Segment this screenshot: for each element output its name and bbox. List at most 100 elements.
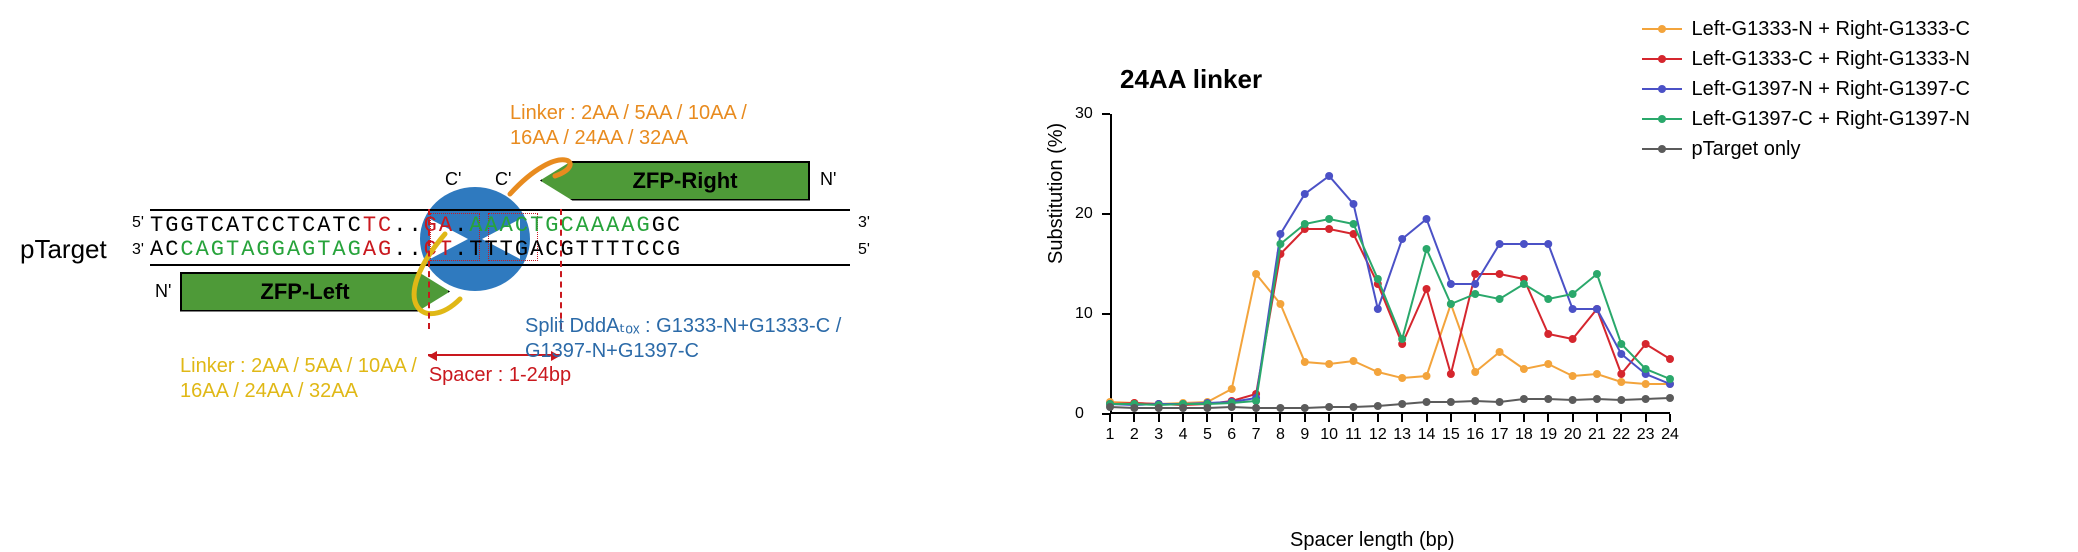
zfp-right-label: ZFP-Right [632, 168, 737, 194]
x-tick-label: 7 [1252, 426, 1261, 444]
series-marker [1349, 403, 1357, 411]
series-marker [1593, 370, 1601, 378]
legend-item: Left-G1397-N + Right-G1397-C [1642, 74, 1970, 104]
y-tick-label: 30 [1075, 105, 1093, 123]
x-tick-label: 5 [1203, 426, 1212, 444]
series-marker [1471, 368, 1479, 376]
series-marker [1301, 358, 1309, 366]
series-marker [1228, 403, 1236, 411]
schematic-diagram: pTarget 5' 3' 3' 5' TGGTCATCCTCATCTC..GA… [30, 59, 890, 459]
series-marker [1179, 404, 1187, 412]
x-tick-label: 12 [1369, 426, 1387, 444]
series-marker [1569, 396, 1577, 404]
seq-top: TGGTCATCCTCATCTC..GA.AAACTGCAAAAGGC [150, 214, 682, 238]
series-marker [1349, 220, 1357, 228]
x-tick-label: 19 [1539, 426, 1557, 444]
n-prime-left: N' [155, 281, 171, 302]
series-marker [1374, 305, 1382, 313]
y-tick-label: 10 [1075, 305, 1093, 323]
y-axis-label: Substitution (%) [1045, 122, 1068, 263]
legend-label: pTarget only [1692, 134, 1801, 164]
spacer-dash-right [560, 209, 562, 329]
series-marker [1569, 372, 1577, 380]
series-marker [1520, 240, 1528, 248]
c-prime-b: C' [495, 169, 511, 190]
series-marker [1447, 300, 1455, 308]
series-marker [1666, 394, 1674, 402]
series-marker [1252, 404, 1260, 412]
series-marker [1447, 280, 1455, 288]
x-tick-label: 6 [1227, 426, 1236, 444]
legend-label: Left-G1333-C + Right-G1333-N [1692, 44, 1970, 74]
series-line [1110, 274, 1670, 404]
c-prime-a: C' [445, 169, 461, 190]
series-marker [1252, 397, 1260, 405]
zfp-left-label: ZFP-Left [260, 279, 349, 305]
series-marker [1617, 378, 1625, 386]
series-marker [1130, 404, 1138, 412]
series-marker [1301, 404, 1309, 412]
series-line [1110, 229, 1670, 405]
series-marker [1617, 350, 1625, 358]
series-marker [1276, 300, 1284, 308]
series-marker [1228, 385, 1236, 393]
series-marker [1276, 230, 1284, 238]
chart-title: 24AA linker [1120, 64, 1262, 95]
series-marker [1544, 240, 1552, 248]
legend-label: Left-G1333-N + Right-G1333-C [1692, 14, 1970, 44]
series-marker [1471, 270, 1479, 278]
series-marker [1423, 398, 1431, 406]
spacer-dash-left [428, 209, 430, 329]
series-line [1110, 176, 1670, 405]
series-marker [1593, 395, 1601, 403]
series-marker [1398, 374, 1406, 382]
x-tick-label: 22 [1612, 426, 1630, 444]
x-tick-label: 8 [1276, 426, 1285, 444]
x-tick-label: 1 [1106, 426, 1115, 444]
x-tick-label: 17 [1491, 426, 1509, 444]
x-tick-label: 13 [1393, 426, 1411, 444]
series-marker [1325, 225, 1333, 233]
plot-area: 0102030123456789101112131415161718192021… [1110, 114, 1670, 414]
series-marker [1423, 215, 1431, 223]
series-marker [1203, 404, 1211, 412]
series-marker [1471, 280, 1479, 288]
series-marker [1276, 404, 1284, 412]
series-marker [1423, 245, 1431, 253]
series-marker [1544, 330, 1552, 338]
series-marker [1642, 395, 1650, 403]
series-marker [1325, 403, 1333, 411]
series-marker [1520, 280, 1528, 288]
series-marker [1496, 240, 1504, 248]
series-marker [1301, 220, 1309, 228]
series-marker [1496, 398, 1504, 406]
series-marker [1423, 285, 1431, 293]
series-marker [1617, 370, 1625, 378]
series-marker [1496, 348, 1504, 356]
series-marker [1398, 335, 1406, 343]
linker-anno-top: Linker : 2AA / 5AA / 10AA / 16AA / 24AA … [510, 101, 850, 151]
series-marker [1374, 402, 1382, 410]
series-marker [1544, 295, 1552, 303]
series-marker [1276, 240, 1284, 248]
series-marker [1544, 395, 1552, 403]
series-marker [1471, 397, 1479, 405]
series-marker [1301, 190, 1309, 198]
x-tick-label: 2 [1130, 426, 1139, 444]
series-marker [1520, 365, 1528, 373]
ptarget-label: pTarget [20, 234, 107, 265]
series-marker [1642, 365, 1650, 373]
three-prime-right: 3' [858, 214, 870, 232]
series-marker [1106, 403, 1114, 411]
series-marker [1593, 270, 1601, 278]
n-prime-right: N' [820, 169, 836, 190]
x-tick-label: 23 [1637, 426, 1655, 444]
x-tick-label: 3 [1154, 426, 1163, 444]
series-marker [1544, 360, 1552, 368]
x-tick-label: 11 [1345, 426, 1362, 444]
series-marker [1642, 380, 1650, 388]
series-marker [1569, 290, 1577, 298]
series-marker [1252, 270, 1260, 278]
x-tick-label: 18 [1515, 426, 1533, 444]
backbone-top [150, 209, 850, 211]
